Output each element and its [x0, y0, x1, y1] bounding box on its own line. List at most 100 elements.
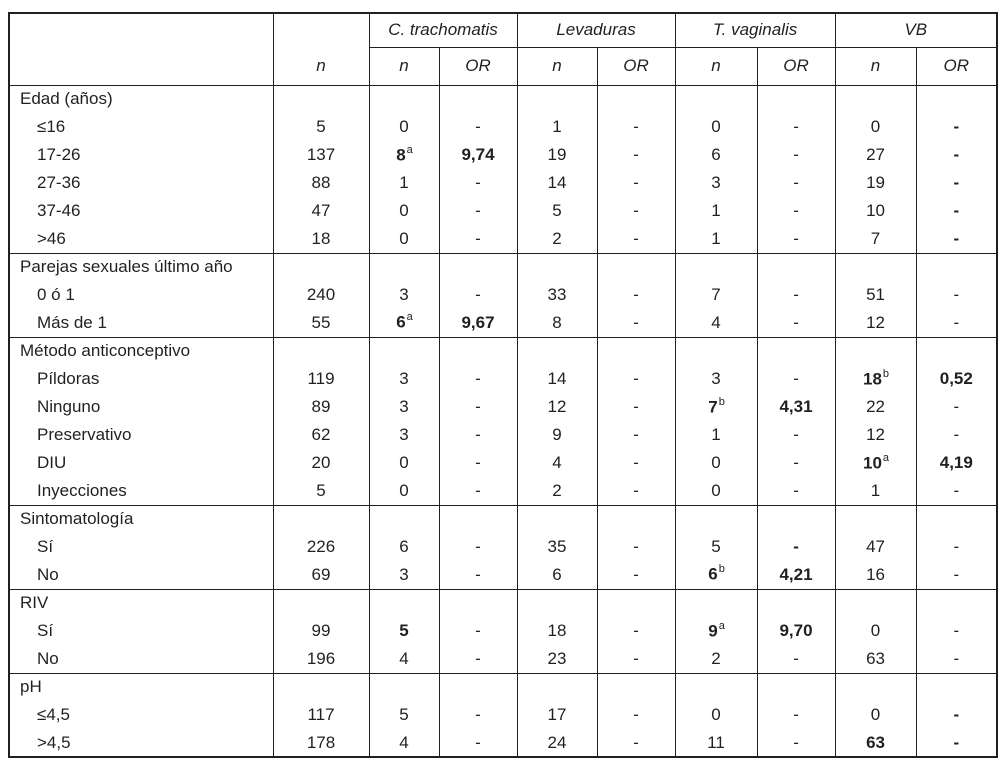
cell-tv-n: 3	[674, 169, 758, 197]
cell-vb-or: -	[915, 701, 998, 729]
section-title: Método anticonceptivo	[8, 336, 274, 365]
row-label: >46	[8, 225, 274, 253]
cell-vb-or: -	[915, 197, 998, 225]
cell-total-n: 69	[272, 561, 370, 589]
empty-cell	[834, 504, 917, 533]
footnote-marker-b: b	[718, 395, 725, 408]
cell-tv-or: -	[756, 477, 836, 505]
cell-lev-or: -	[596, 281, 676, 309]
row-label: 0 ó 1	[8, 281, 274, 309]
empty-cell	[272, 252, 370, 281]
row-label: Píldoras	[8, 365, 274, 393]
cell-total-n: 117	[272, 701, 370, 729]
cell-tv-n: 0	[674, 113, 758, 141]
empty-cell	[368, 672, 440, 701]
section-title-row: Sintomatología	[8, 504, 998, 533]
empty-cell	[756, 84, 836, 113]
cell-total-n: 55	[272, 309, 370, 337]
footnote-marker-b: b	[718, 563, 725, 576]
row-label: No	[8, 645, 274, 673]
cell-lev-n: 17	[516, 701, 598, 729]
cell-vb-or: -	[915, 141, 998, 169]
cell-vb-or: -	[915, 225, 998, 253]
cell-vb-n: 10a	[834, 449, 917, 477]
cell-ct-n: 8a	[368, 141, 440, 169]
group-header-c-trachomatis: C. trachomatis	[368, 12, 518, 48]
subheader-lev-n: n	[516, 46, 598, 86]
empty-cell	[674, 504, 758, 533]
subheader-ct-or: OR	[438, 46, 518, 86]
cell-tv-or: -	[756, 729, 836, 757]
cell-vb-n: 18b	[834, 365, 917, 393]
subheader-ct-n: n	[368, 46, 440, 86]
cell-total-n: 88	[272, 169, 370, 197]
table-body: Edad (años) ≤16 5 0-1-0-0-17-26 137 8a 9,74 19-…	[8, 84, 998, 757]
empty-cell	[438, 672, 518, 701]
table-row: DIU 20 0-4-0-10a 4,19	[8, 449, 998, 477]
cell-vb-n: 27	[834, 141, 917, 169]
table-row: 17-26 137 8a 9,74 19-6-27-	[8, 141, 998, 169]
table-row: Sí 99 5-18-9a 9,70 0-	[8, 617, 998, 645]
cell-tv-n: 7b	[674, 393, 758, 421]
row-label: No	[8, 561, 274, 589]
cell-lev-n: 18	[516, 617, 598, 645]
cell-total-n: 137	[272, 141, 370, 169]
subheader-tv-n: n	[674, 46, 758, 86]
empty-cell	[834, 336, 917, 365]
footnote-marker-a: a	[882, 451, 890, 464]
cell-tv-n: 0	[674, 701, 758, 729]
cell-lev-or: -	[596, 309, 676, 337]
empty-cell	[674, 588, 758, 617]
footnote-marker-b: b	[882, 367, 890, 380]
empty-cell	[596, 588, 676, 617]
cell-total-n: 5	[272, 477, 370, 505]
cell-vb-or: -	[915, 617, 998, 645]
empty-cell	[596, 252, 676, 281]
cell-lev-or: -	[596, 449, 676, 477]
table-row: ≤16 5 0-1-0-0-	[8, 113, 998, 141]
empty-cell	[272, 84, 370, 113]
cell-vb-n: 7	[834, 225, 917, 253]
row-label: ≤16	[8, 113, 274, 141]
cell-vb-or: -	[915, 169, 998, 197]
empty-cell	[596, 84, 676, 113]
cell-tv-or: -	[756, 645, 836, 673]
cell-lev-or: -	[596, 533, 676, 561]
table-row: Ninguno 89 3-12-7b 4,31 22-	[8, 393, 998, 421]
empty-cell	[596, 336, 676, 365]
cell-vb-or: -	[915, 393, 998, 421]
cell-tv-n: 0	[674, 477, 758, 505]
cell-ct-or: -	[438, 533, 518, 561]
section-title: pH	[8, 672, 274, 701]
cell-vb-n: 0	[834, 617, 917, 645]
cell-tv-n: 7	[674, 281, 758, 309]
cell-ct-n: 4	[368, 729, 440, 757]
table-row: >4,5 178 4-24-11-63-	[8, 729, 998, 757]
cell-lev-or: -	[596, 225, 676, 253]
group-header-t-vaginalis: T. vaginalis	[674, 12, 836, 48]
cell-lev-n: 33	[516, 281, 598, 309]
section-title: Sintomatología	[8, 504, 274, 533]
cell-lev-n: 24	[516, 729, 598, 757]
empty-cell	[674, 672, 758, 701]
cell-ct-or: -	[438, 365, 518, 393]
cell-lev-n: 12	[516, 393, 598, 421]
empty-cell	[368, 84, 440, 113]
section-title-row: RIV	[8, 588, 998, 617]
empty-cell	[915, 504, 998, 533]
cell-tv-or: -	[756, 421, 836, 449]
cell-lev-n: 9	[516, 421, 598, 449]
subheader-vb-or: OR	[915, 46, 998, 86]
cell-tv-or: -	[756, 449, 836, 477]
cell-ct-n: 6	[368, 533, 440, 561]
cell-lev-n: 5	[516, 197, 598, 225]
cell-total-n: 18	[272, 225, 370, 253]
cell-lev-or: -	[596, 645, 676, 673]
cell-ct-n: 4	[368, 645, 440, 673]
cell-tv-or: -	[756, 113, 836, 141]
empty-cell	[596, 672, 676, 701]
table-row: 37-46 47 0-5-1-10-	[8, 197, 998, 225]
table-row: No 196 4-23-2-63-	[8, 645, 998, 673]
section-title-row: Método anticonceptivo	[8, 336, 998, 365]
empty-cell	[368, 588, 440, 617]
